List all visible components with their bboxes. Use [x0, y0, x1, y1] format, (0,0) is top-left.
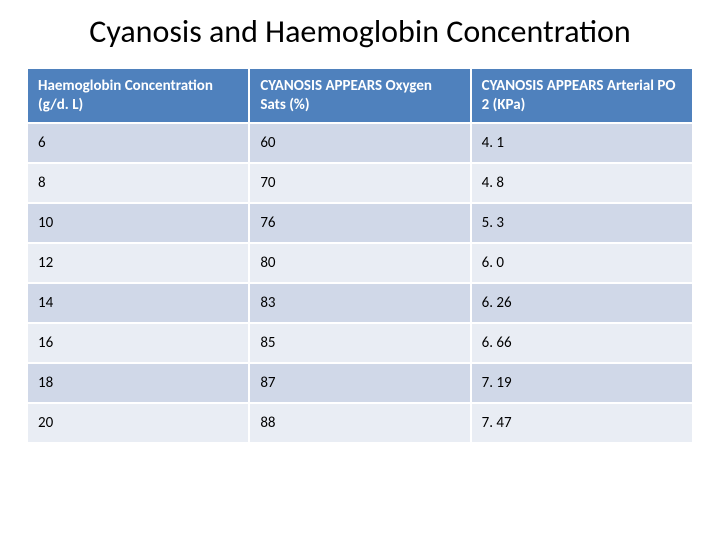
table-cell: 87 — [249, 363, 470, 403]
col-header-sats: CYANOSIS APPEARS Oxygen Sats (%) — [249, 69, 470, 124]
table-cell: 6. 66 — [471, 323, 692, 363]
table-cell: 10 — [28, 203, 249, 243]
table-cell: 18 — [28, 363, 249, 403]
table-cell: 6. 26 — [471, 283, 692, 323]
table-header-row: Haemoglobin Concentration (g/d. L) CYANO… — [28, 69, 692, 124]
table-cell: 6. 0 — [471, 243, 692, 283]
table-cell: 60 — [249, 123, 470, 163]
table-cell: 20 — [28, 403, 249, 442]
table-row: 20887. 47 — [28, 403, 692, 442]
table-cell: 4. 1 — [471, 123, 692, 163]
table-cell: 80 — [249, 243, 470, 283]
table-cell: 76 — [249, 203, 470, 243]
slide: Cyanosis and Haemoglobin Concentration H… — [0, 0, 720, 540]
table-row: 6604. 1 — [28, 123, 692, 163]
table-header: Haemoglobin Concentration (g/d. L) CYANO… — [28, 69, 692, 124]
table-cell: 7. 47 — [471, 403, 692, 442]
table-cell: 88 — [249, 403, 470, 442]
table-row: 16856. 66 — [28, 323, 692, 363]
table-cell: 8 — [28, 163, 249, 203]
table-row: 14836. 26 — [28, 283, 692, 323]
table-cell: 12 — [28, 243, 249, 283]
table-cell: 16 — [28, 323, 249, 363]
data-table: Haemoglobin Concentration (g/d. L) CYANO… — [28, 69, 692, 443]
page-title: Cyanosis and Haemoglobin Concentration — [68, 14, 652, 51]
table-cell: 14 — [28, 283, 249, 323]
table-body: 6604. 18704. 810765. 312806. 014836. 261… — [28, 123, 692, 442]
col-header-po2: CYANOSIS APPEARS Arterial PO 2 (KPa) — [471, 69, 692, 124]
col-header-hb: Haemoglobin Concentration (g/d. L) — [28, 69, 249, 124]
table-cell: 7. 19 — [471, 363, 692, 403]
table-row: 10765. 3 — [28, 203, 692, 243]
table-cell: 5. 3 — [471, 203, 692, 243]
table-cell: 85 — [249, 323, 470, 363]
table-row: 12806. 0 — [28, 243, 692, 283]
table-cell: 4. 8 — [471, 163, 692, 203]
table-row: 18877. 19 — [28, 363, 692, 403]
table-cell: 83 — [249, 283, 470, 323]
table-cell: 70 — [249, 163, 470, 203]
table-row: 8704. 8 — [28, 163, 692, 203]
table-cell: 6 — [28, 123, 249, 163]
